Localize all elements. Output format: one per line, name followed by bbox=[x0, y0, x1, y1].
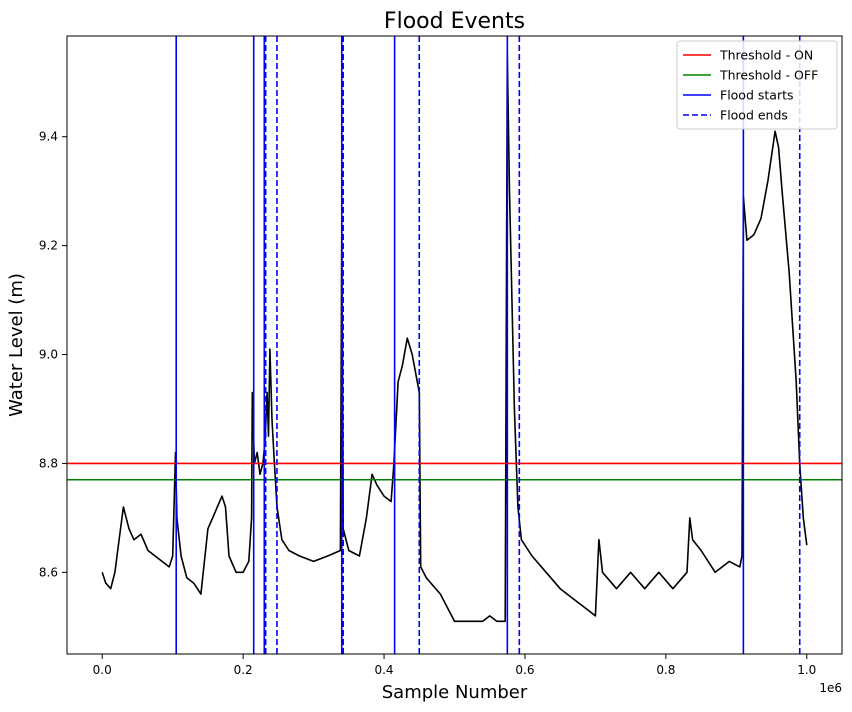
legend-threshold-off-label: Threshold - OFF bbox=[719, 68, 818, 83]
x-tick-label: 0.2 bbox=[234, 663, 253, 677]
axes-frame bbox=[66, 35, 843, 655]
chart-title: Flood Events bbox=[384, 9, 525, 34]
legend: Threshold - ON Threshold - OFF Flood start… bbox=[676, 40, 838, 130]
x-tick-label: 0.6 bbox=[515, 663, 534, 677]
x-axis: 0.0 0.2 0.4 0.6 0.8 1.0 bbox=[93, 654, 816, 677]
y-tick-label: 8.8 bbox=[39, 456, 58, 470]
x-tick-label: 0.0 bbox=[93, 663, 112, 677]
legend-flood-ends-label: Flood ends bbox=[720, 108, 788, 123]
x-tick-label: 1.0 bbox=[797, 663, 816, 677]
water-level-series-line bbox=[101, 54, 808, 623]
y-tick-label: 9.4 bbox=[39, 130, 58, 144]
x-axis-offset-text: 1e6 bbox=[819, 681, 842, 695]
plot-area bbox=[67, 36, 842, 654]
y-tick-label: 8.6 bbox=[39, 565, 58, 579]
x-tick-label: 0.8 bbox=[656, 663, 675, 677]
legend-box bbox=[676, 40, 838, 130]
legend-threshold-on-label: Threshold - ON bbox=[719, 48, 813, 63]
y-axis-title: Water Level (m) bbox=[6, 273, 27, 417]
x-axis-title: Sample Number bbox=[382, 682, 528, 703]
y-axis: 8.6 8.8 9.0 9.2 9.4 bbox=[39, 130, 67, 579]
x-tick-label: 0.4 bbox=[374, 663, 393, 677]
axes-border bbox=[66, 35, 843, 655]
legend-flood-starts-label: Flood starts bbox=[720, 88, 794, 103]
y-tick-label: 9.0 bbox=[39, 348, 58, 362]
y-tick-label: 9.2 bbox=[39, 239, 58, 253]
